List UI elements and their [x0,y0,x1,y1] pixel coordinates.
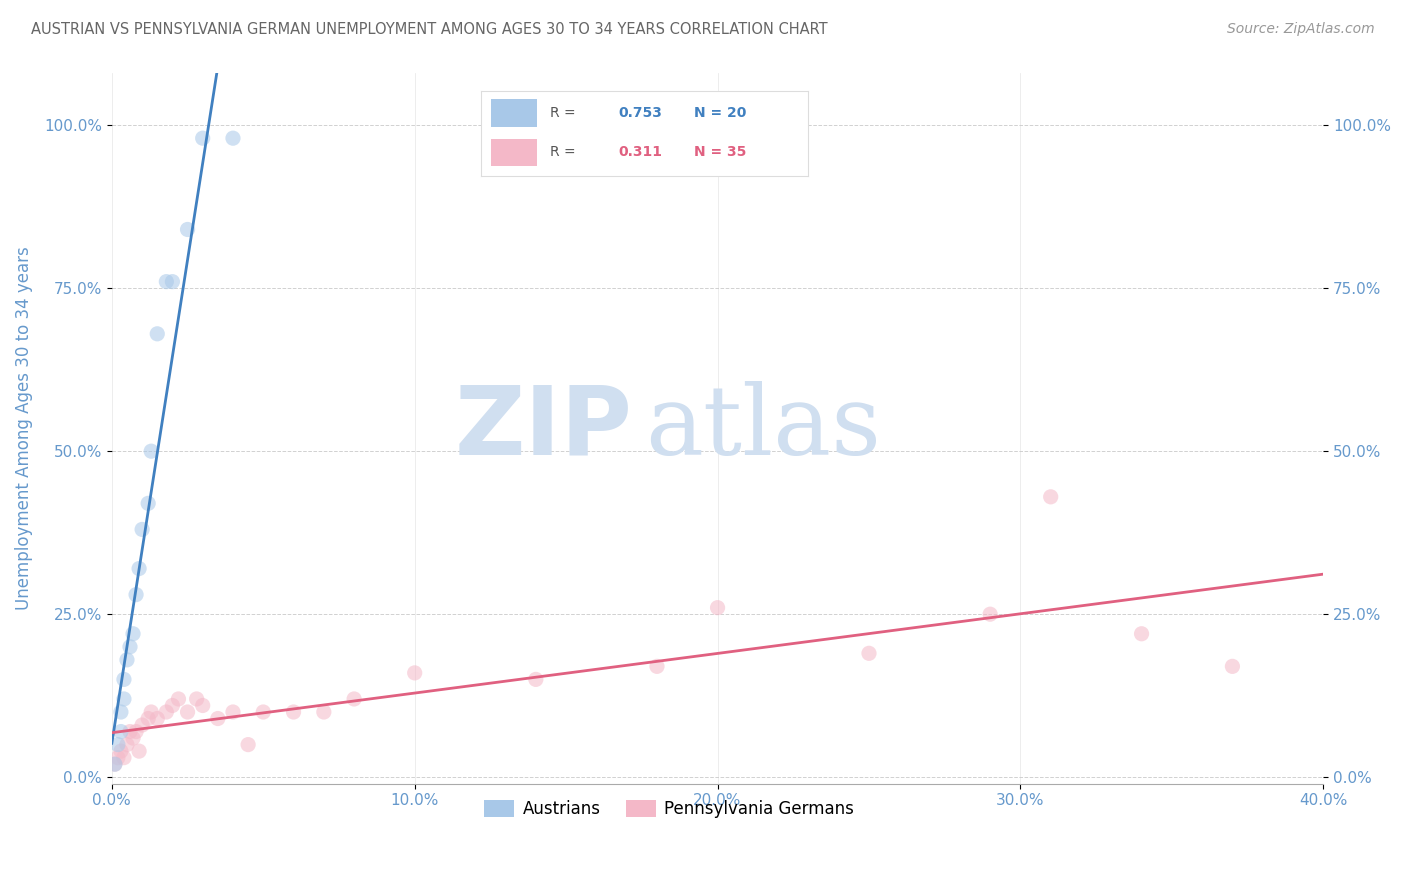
Point [112,750,135,764]
Point [141,705,163,719]
Point [645,659,668,673]
Point [112,673,135,687]
Point [1222,659,1244,673]
Point [125,724,148,739]
Point [236,738,259,752]
Point [186,692,208,706]
Point [155,705,177,719]
Point [1130,626,1153,640]
Point [125,588,148,602]
Point [176,705,198,719]
Point [176,222,198,236]
Point [122,731,145,745]
Text: atlas: atlas [645,382,882,475]
Text: Source: ZipAtlas.com: Source: ZipAtlas.com [1227,22,1375,37]
Point [155,275,177,289]
Y-axis label: Unemployment Among Ages 30 to 34 years: Unemployment Among Ages 30 to 34 years [15,246,32,610]
Point [128,561,150,575]
Point [128,744,150,758]
Point [207,712,229,726]
Point [107,750,129,764]
Point [706,600,728,615]
Point [222,705,245,719]
Point [115,653,138,667]
Point [146,326,169,341]
Point [110,705,132,719]
Point [122,626,145,640]
Point [118,640,141,654]
Point [858,646,880,660]
Point [112,692,135,706]
Point [312,705,335,719]
Point [1039,490,1062,504]
Point [191,698,214,713]
Point [404,665,426,680]
Point [110,724,132,739]
Point [343,692,366,706]
Point [167,692,190,706]
Point [136,496,159,510]
Point [146,712,169,726]
Point [162,275,184,289]
Point [104,757,127,772]
Point [979,607,1001,622]
Point [118,724,141,739]
Point [107,738,129,752]
Text: AUSTRIAN VS PENNSYLVANIA GERMAN UNEMPLOYMENT AMONG AGES 30 TO 34 YEARS CORRELATI: AUSTRIAN VS PENNSYLVANIA GERMAN UNEMPLOY… [31,22,828,37]
Point [191,131,214,145]
Point [104,757,127,772]
Text: ZIP: ZIP [456,382,633,475]
Point [141,444,163,458]
Point [524,673,547,687]
Point [136,712,159,726]
Point [115,738,138,752]
Point [162,698,184,713]
Point [131,523,153,537]
Point [252,705,274,719]
Point [131,718,153,732]
Point [110,744,132,758]
Legend: Austrians, Pennsylvania Germans: Austrians, Pennsylvania Germans [478,794,860,825]
Point [283,705,305,719]
Point [222,131,245,145]
